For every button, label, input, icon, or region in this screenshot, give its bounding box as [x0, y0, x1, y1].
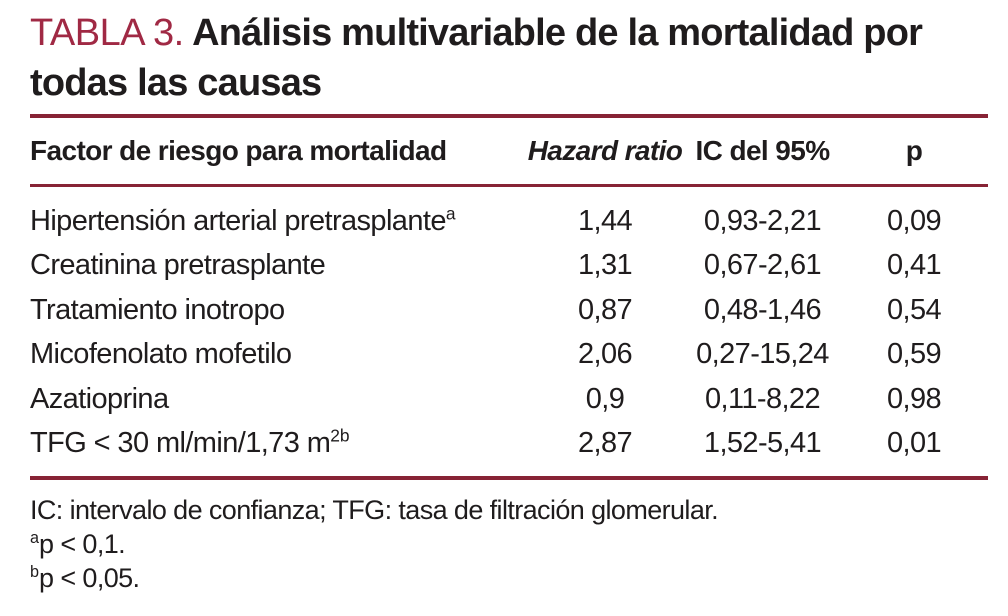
- table-title-text: Análisis multivariable de la mortalidad …: [30, 12, 923, 104]
- ic-cell: 0,27-15,24: [696, 338, 829, 371]
- table-figure: TABLA 3. Análisis multivariable de la mo…: [30, 8, 988, 595]
- p-cell: 0,09: [886, 204, 942, 237]
- factor-superscript: 2b: [330, 425, 350, 446]
- header-rule: [30, 184, 988, 187]
- p-cell: 0,54: [886, 293, 942, 326]
- footnote-b: bp < 0,05.: [30, 563, 140, 593]
- factor-cell: Hipertensión arterial pretrasplantea: [30, 203, 456, 237]
- table-row: Tratamiento inotropo 0,87 0,48-1,46 0,54: [30, 288, 988, 333]
- hazard-ratio-cell: 2,87: [577, 427, 633, 460]
- ic-cell: 0,67-2,61: [703, 249, 822, 282]
- table-row: Micofenolato mofetilo 2,06 0,27-15,24 0,…: [30, 333, 988, 378]
- table-header-row: Factor de riesgo para mortalidad Hazard …: [30, 118, 988, 184]
- table-row: TFG < 30 ml/min/1,73 m2b 2,87 1,52-5,41 …: [30, 422, 988, 467]
- p-cell: 0,59: [886, 338, 942, 371]
- abbreviations-note: IC: intervalo de confianza; TFG: tasa de…: [30, 495, 719, 525]
- factor-cell: Tratamiento inotropo: [30, 293, 285, 326]
- header-factor: Factor de riesgo para mortalidad: [30, 135, 447, 166]
- hazard-ratio-cell: 0,87: [577, 293, 633, 326]
- ic-cell: 0,93-2,21: [703, 204, 822, 237]
- table-row: Creatinina pretrasplante 1,31 0,67-2,61 …: [30, 244, 988, 289]
- factor-cell: Azatioprina: [30, 382, 169, 415]
- footnote-a-marker: a: [30, 529, 40, 547]
- top-rule: [30, 114, 988, 118]
- table-row: Azatioprina 0,9 0,11-8,22 0,98: [30, 377, 988, 422]
- factor-cell: TFG < 30 ml/min/1,73 m2b: [30, 425, 350, 460]
- factor-superscript: a: [445, 203, 456, 224]
- ic-cell: 0,48-1,46: [703, 293, 822, 326]
- table-title: TABLA 3. Análisis multivariable de la mo…: [30, 8, 980, 108]
- table-number-label: TABLA 3.: [30, 12, 184, 54]
- ic-cell: 1,52-5,41: [703, 427, 822, 460]
- factor-cell: Creatinina pretrasplante: [30, 249, 326, 282]
- header-ic: IC del 95%: [695, 135, 830, 166]
- p-cell: 0,01: [886, 427, 942, 460]
- header-p: p: [905, 135, 923, 166]
- p-cell: 0,41: [886, 249, 942, 282]
- table-body: Hipertensión arterial pretrasplantea 1,4…: [30, 187, 988, 466]
- hazard-ratio-cell: 1,31: [577, 249, 633, 282]
- factor-cell: Micofenolato mofetilo: [30, 338, 292, 371]
- hazard-ratio-cell: 2,06: [577, 338, 633, 371]
- footnote-b-marker: b: [30, 563, 40, 581]
- ic-cell: 0,11-8,22: [705, 382, 821, 415]
- hazard-ratio-cell: 0,9: [585, 382, 625, 415]
- hazard-ratio-cell: 1,44: [577, 204, 633, 237]
- footnotes: IC: intervalo de confianza; TFG: tasa de…: [30, 480, 988, 595]
- p-cell: 0,98: [886, 382, 942, 415]
- table-row: Hipertensión arterial pretrasplantea 1,4…: [30, 199, 988, 244]
- bottom-rule: [30, 476, 988, 480]
- header-hazard-ratio: Hazard ratio: [527, 135, 683, 166]
- footnote-a: ap < 0,1.: [30, 529, 126, 559]
